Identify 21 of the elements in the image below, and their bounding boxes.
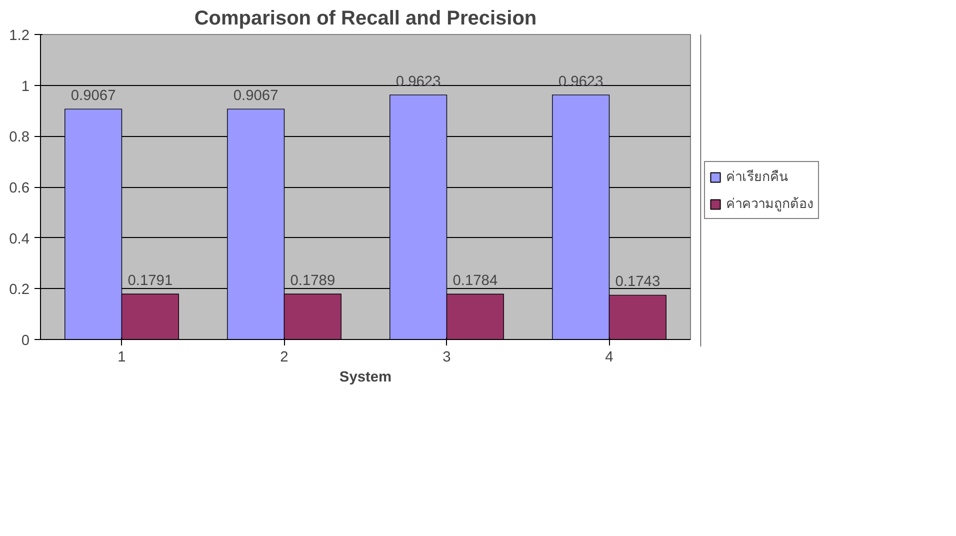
- data-label: 0.9067: [233, 88, 278, 104]
- x-tick-label: 2: [280, 350, 288, 366]
- data-label: 0.1789: [290, 273, 336, 290]
- x-tick-label: 1: [118, 350, 126, 366]
- data-label: 0.1784: [452, 273, 498, 290]
- y-tick-label: 1.2: [9, 28, 30, 44]
- y-tick-label: 0.8: [9, 130, 30, 146]
- x-tick-label: 4: [605, 350, 614, 366]
- data-label: 0.1791: [128, 272, 173, 289]
- x-tick-label: 3: [442, 350, 451, 366]
- y-tick-label: 0.2: [9, 282, 30, 298]
- y-tick-label: 0: [21, 333, 30, 349]
- x-axis-title: System: [339, 370, 392, 386]
- chart-title: Comparison of Recall and Precision: [194, 8, 537, 30]
- legend-label: ค่าเรียกคืน: [726, 168, 788, 187]
- y-tick-label: 0.6: [9, 180, 30, 196]
- legend-label: ค่าความถูกต้อง: [726, 196, 814, 214]
- data-label: 0.9067: [70, 88, 116, 104]
- data-label: 0.1743: [615, 274, 660, 290]
- y-tick-label: 0.4: [9, 231, 30, 248]
- y-tick-label: 1: [21, 78, 30, 95]
